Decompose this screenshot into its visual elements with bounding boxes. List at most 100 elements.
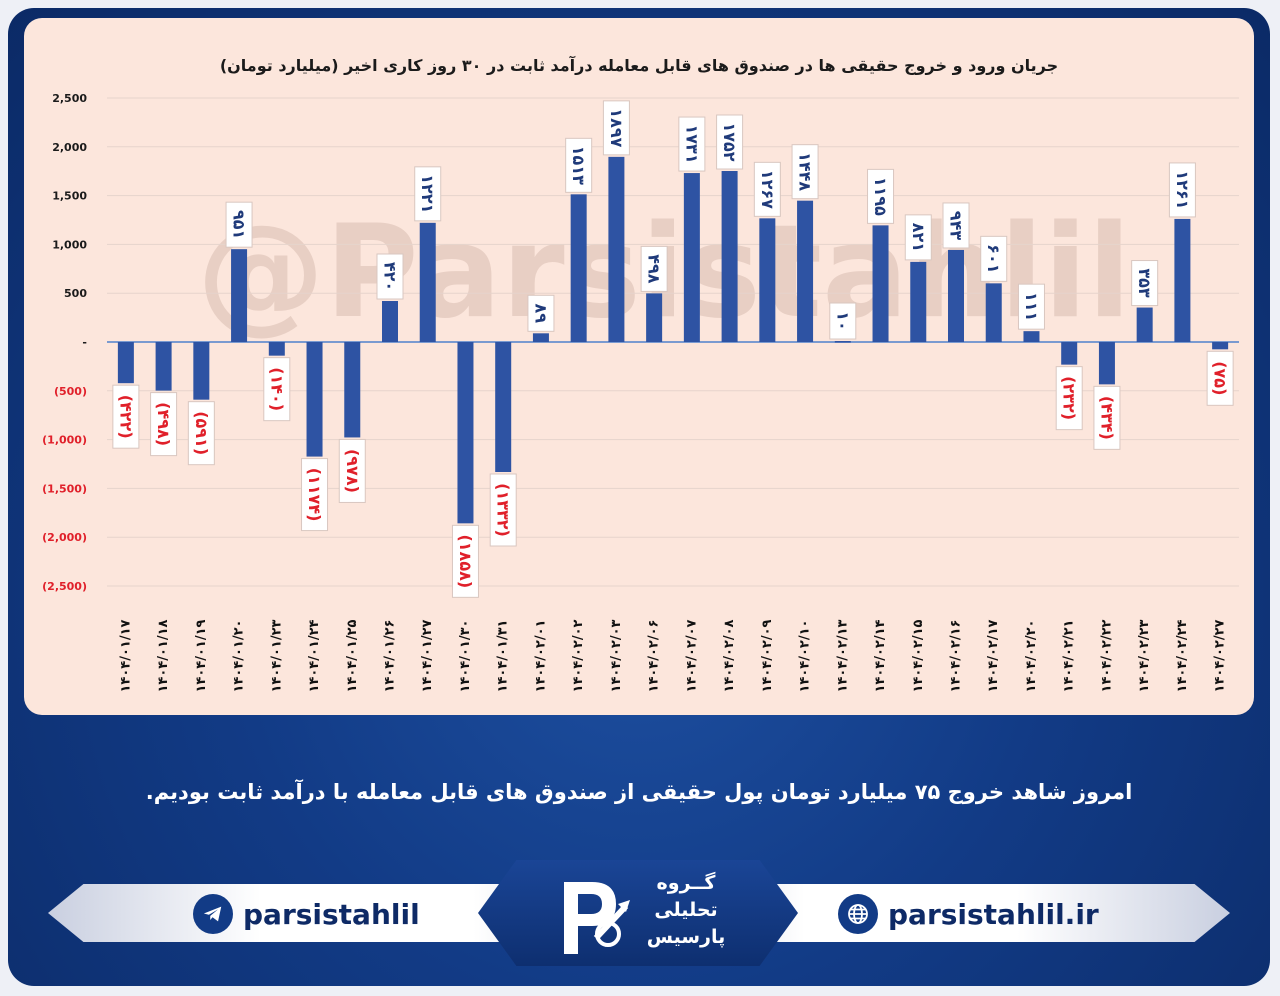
value-label: ۱۴۴۸	[796, 152, 815, 191]
y-tick-label: 500	[64, 287, 87, 300]
value-label: (۱۱۷۴)	[305, 468, 324, 522]
x-tick-label: ۱۴۰۴/۰۱/۲۰	[232, 620, 247, 693]
value-label: ۱۱۹۵	[871, 177, 890, 216]
bar	[797, 200, 814, 342]
value-label: (۱۸۵۸)	[456, 534, 475, 588]
x-tick-label: ۱۴۰۴/۰۲/۰۶	[647, 620, 662, 693]
x-tick-label: ۱۴۰۴/۰۲/۰۸	[722, 619, 737, 692]
telegram-contact[interactable]: parsistahlil	[193, 894, 420, 934]
value-label-box	[678, 116, 706, 172]
chart-panel: @Parsistahlilجریان ورود و خروج حقیقی ها …	[24, 18, 1254, 715]
bar	[193, 342, 210, 400]
value-label-box	[489, 473, 517, 547]
value-label-box	[829, 302, 857, 340]
value-label: (۱۳۳۲)	[494, 483, 513, 537]
bar	[721, 171, 738, 342]
bar	[683, 173, 700, 342]
x-tick-label: ۱۴۰۴/۰۲/۰۷	[684, 619, 699, 692]
value-label: ۶۰۱	[984, 244, 1003, 273]
bar	[948, 249, 964, 342]
y-tick-label: -	[82, 336, 87, 349]
value-label-box	[1206, 350, 1234, 406]
x-tick-label: ۱۴۰۴/۰۲/۰۲	[571, 619, 586, 692]
value-label: ۹۴۳	[947, 211, 966, 241]
x-tick-label: ۱۴۰۴/۰۱/۱۸	[156, 619, 171, 692]
x-tick-label: ۱۴۰۴/۰۱/۳۰	[458, 620, 473, 693]
bar	[419, 222, 436, 342]
value-label: ۱۵۱۳	[569, 146, 588, 185]
bar	[646, 293, 663, 342]
value-label: ۴۹۸	[645, 254, 664, 284]
x-tick-label: ۱۴۰۴/۰۱/۱۷	[118, 619, 133, 692]
value-label-box	[942, 202, 970, 249]
value-label-box	[376, 253, 404, 300]
bar	[382, 301, 398, 342]
x-tick-label: ۱۴۰۴/۰۲/۲۳	[1137, 619, 1152, 692]
x-tick-label: ۱۴۰۴/۰۲/۲۰	[1024, 620, 1039, 693]
x-tick-label: ۱۴۰۴/۰۲/۲۲	[1099, 619, 1114, 692]
x-tick-label: ۱۴۰۴/۰۲/۱۳	[835, 619, 850, 692]
value-label-box	[980, 235, 1008, 282]
bar	[759, 218, 776, 342]
website-contact[interactable]: parsistahlil.ir	[838, 894, 1099, 934]
x-tick-label: ۱۴۰۴/۰۲/۱۴	[873, 619, 888, 692]
bar	[532, 333, 549, 342]
website-url: parsistahlil.ir	[888, 897, 1099, 931]
x-tick-label: ۱۴۰۴/۰۲/۰۹	[760, 619, 775, 692]
x-tick-label: ۱۴۰۴/۰۲/۲۱	[1062, 620, 1077, 693]
bar	[495, 342, 512, 473]
bar	[608, 156, 625, 342]
value-label: (۹۷۸)	[343, 449, 362, 493]
value-label: ۳۵۳	[1135, 268, 1154, 298]
y-tick-label: 1,500	[52, 190, 87, 203]
x-tick-label: ۱۴۰۴/۰۲/۰۳	[609, 619, 624, 692]
value-label-box	[301, 458, 329, 532]
y-tick-label: (500)	[54, 385, 87, 398]
x-tick-label: ۱۴۰۴/۰۱/۲۴	[307, 619, 322, 692]
bar	[457, 342, 474, 524]
bar-chart: @Parsistahlilجریان ورود و خروج حقیقی ها …	[42, 55, 1239, 693]
value-label-box	[753, 161, 781, 217]
telegram-handle: parsistahlil	[243, 897, 420, 931]
poster-frame: @Parsistahlilجریان ورود و خروج حقیقی ها …	[8, 8, 1270, 986]
x-tick-label: ۱۴۰۴/۰۲/۲۷	[1213, 619, 1228, 692]
value-label: ۱۷۵۲	[720, 122, 739, 161]
value-label-box	[1017, 283, 1045, 330]
bar	[1023, 331, 1040, 342]
value-label: ۱۰	[833, 311, 852, 331]
bar	[872, 225, 889, 342]
x-tick-label: ۱۴۰۴/۰۲/۱۷	[986, 619, 1001, 692]
y-tick-label: 2,000	[52, 141, 87, 154]
chart-title: جریان ورود و خروج حقیقی ها در صندوق های …	[220, 55, 1058, 75]
value-label-box	[112, 384, 140, 449]
x-tick-label: ۱۴۰۴/۰۲/۱۶	[949, 620, 964, 693]
value-label: ۸۲۱	[909, 223, 928, 252]
value-label-box	[225, 201, 253, 248]
logo-line-1: گــروه	[656, 872, 716, 894]
globe-icon	[838, 894, 878, 934]
value-label-box	[1055, 366, 1083, 431]
value-label-box	[338, 438, 366, 503]
value-label-box	[527, 294, 555, 332]
value-label: (۵۹۱)	[192, 411, 211, 455]
value-label-box	[565, 137, 593, 193]
value-label: (۴۳۴)	[1097, 396, 1116, 440]
value-label-box	[791, 144, 819, 200]
value-label-box	[150, 392, 178, 457]
value-label-box	[414, 166, 442, 222]
value-label: ۱۲۶۷	[758, 170, 777, 209]
bar	[834, 341, 851, 343]
value-label: (۷۵)	[1211, 361, 1230, 395]
value-label: ۱۲۶۱	[1173, 170, 1192, 209]
value-label-box	[640, 245, 668, 292]
y-tick-label: (1,000)	[42, 434, 87, 447]
bar	[231, 249, 248, 342]
bar	[1136, 307, 1153, 342]
x-tick-label: ۱۴۰۴/۰۱/۳۱	[496, 620, 511, 693]
x-tick-label: ۱۴۰۴/۰۲/۲۴	[1175, 619, 1190, 692]
y-tick-label: (2,500)	[42, 580, 87, 593]
y-tick-label: (2,000)	[42, 531, 87, 544]
bar	[117, 342, 134, 384]
bar	[570, 194, 587, 342]
value-label: (۱۴۰)	[267, 367, 286, 411]
